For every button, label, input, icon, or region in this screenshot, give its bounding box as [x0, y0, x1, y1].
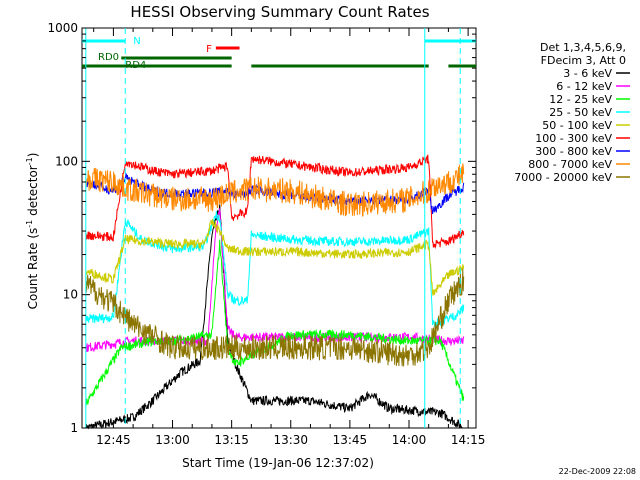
flag-label-rd4: RD4 [125, 60, 146, 71]
flag-label-f: F [206, 44, 212, 55]
plot-area [81, 27, 477, 429]
legend-header-1: Det 1,3,4,5,6,9, [540, 41, 626, 54]
series-line-9 [85, 268, 465, 367]
series-line-1 [85, 204, 464, 430]
axes-layer: 12:45 13:00 13:15 13:30 13:45 14:00 14:15 1 10 10… [47, 21, 485, 447]
series-layer [85, 154, 465, 430]
series-line-6 [85, 154, 465, 250]
y-tick-label-2: 10 [63, 288, 78, 302]
series-line-8 [85, 163, 465, 217]
x-tick-label-5: 13:45 [333, 433, 368, 447]
y-label-part2: detector [26, 165, 40, 220]
flag-label-n: N [133, 36, 140, 47]
legend-label-8: 800 - 7000 keV [528, 158, 612, 171]
vlines-layer [85, 28, 461, 428]
timestamp: 22-Dec-2009 22:08 [559, 467, 636, 476]
y-tick-label-3: 100 [55, 154, 78, 168]
x-tick-label-2: 13:00 [155, 433, 190, 447]
legend-label-7: 300 - 800 keV [535, 145, 612, 158]
y-label-part1: Count Rate (s [26, 228, 40, 310]
x-tick-label-3: 13:15 [214, 433, 249, 447]
chart-title: HESSI Observing Summary Count Rates [130, 3, 429, 21]
legend: Det 1,3,4,5,6,9,FDecim 3, Att 03 - 6 keV… [514, 41, 630, 184]
flag-label-rd0: RD0 [98, 52, 119, 63]
y-tick-label-4: 1000 [47, 21, 78, 35]
legend-label-3: 12 - 25 keV [549, 93, 612, 106]
y-label-part3: ) [26, 153, 40, 158]
x-tick-label-6: 14:00 [392, 433, 427, 447]
legend-header-2: FDecim 3, Att 0 [541, 54, 626, 67]
legend-label-5: 50 - 100 keV [542, 119, 612, 132]
x-tick-label-7: 14:15 [451, 433, 486, 447]
y-label-sup2: -1 [25, 157, 34, 165]
legend-label-9: 7000 - 20000 keV [514, 171, 612, 184]
y-tick-label-1: 1 [70, 421, 78, 435]
legend-label-2: 6 - 12 keV [556, 80, 612, 93]
plot-frame [81, 27, 477, 429]
y-label-sup1: -1 [25, 220, 34, 228]
legend-label-4: 25 - 50 keV [549, 106, 612, 119]
series-line-5 [85, 218, 465, 296]
legend-label-1: 3 - 6 keV [563, 67, 612, 80]
x-tick-label-1: 12:45 [96, 433, 131, 447]
y-axis-label: Count Rate (s-1 detector-1) [25, 153, 40, 310]
x-axis-label: Start Time (19-Jan-06 12:37:02) [182, 456, 374, 470]
legend-label-6: 100 - 300 keV [535, 132, 612, 145]
flags-layer: N F RD0 RD4 [82, 36, 476, 71]
x-tick-label-4: 13:30 [273, 433, 308, 447]
